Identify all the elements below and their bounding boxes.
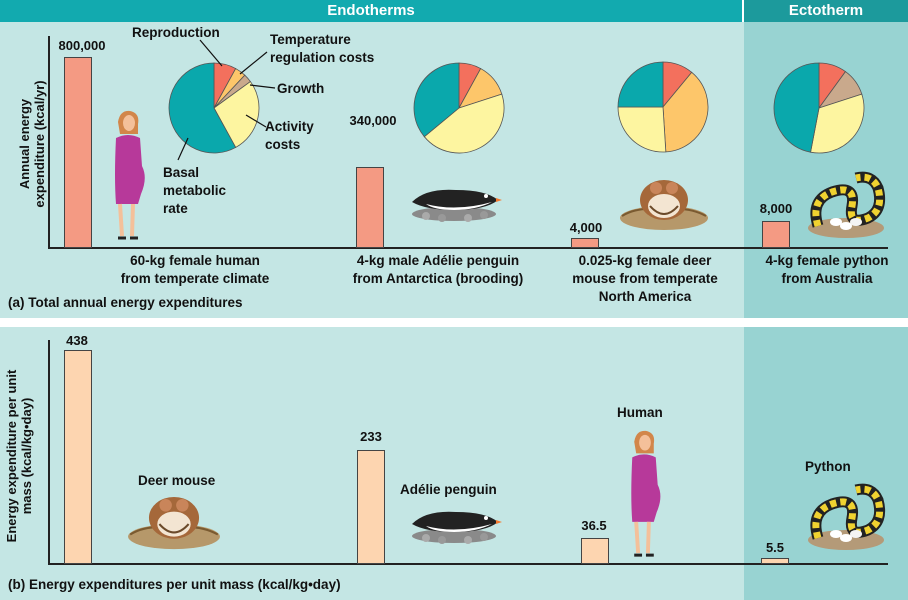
legend-temperature-regulation: Temperature regulation costs — [270, 32, 375, 65]
category-label-human: 60-kg female human from temperate climate — [120, 253, 270, 286]
panel-separator — [0, 318, 908, 327]
human-illustration-b — [631, 430, 661, 557]
category-label-penguin: 4-kg male Adélie penguin from Antarctica … — [352, 253, 524, 286]
pie-slice-deer-mouse-basal-metabolic-rate — [617, 61, 664, 108]
value-label-python: 8,000 — [759, 201, 793, 216]
deer-mouse-illustration-a — [620, 180, 708, 230]
bar-python-b — [761, 558, 789, 564]
panel-a-x-axis — [48, 247, 888, 249]
panel-b-y-axis-label: Energy expenditure per unit mass (kcal/kg… — [4, 369, 34, 543]
legend-reproduction: Reproduction — [132, 25, 220, 40]
bar-deer-mouse — [571, 238, 599, 248]
category-label-mouse: 0.025-kg female deer mouse from temperate… — [572, 253, 718, 304]
legend-activity: Activity costs — [265, 119, 314, 152]
endotherms-header: Endotherms — [0, 0, 742, 22]
pie-slice-human-basal-metabolic-rate — [168, 62, 237, 154]
value-label-python-b: 5.5 — [765, 540, 785, 555]
value-label-human-b: 36.5 — [581, 518, 607, 533]
python-illustration-a — [808, 171, 886, 238]
value-label-deer-mouse-b: 438 — [66, 333, 88, 348]
pie-slice-python-activity-costs — [810, 93, 865, 154]
animal-label-human: Human — [617, 405, 663, 420]
pie-slice-python-basal-metabolic-rate — [773, 62, 820, 153]
legend-growth: Growth — [277, 81, 325, 96]
value-label-human: 800,000 — [58, 38, 106, 53]
pie-slice-deer-mouse-activity-costs — [617, 106, 667, 153]
panel-b-ectotherm-background — [744, 327, 908, 600]
panel-a-caption: (a) Total annual energy expenditures — [8, 295, 243, 310]
legend-leader-lines — [177, 39, 276, 161]
penguin-illustration-b — [412, 511, 502, 544]
bar-penguin-b — [357, 450, 385, 564]
value-label-penguin-b: 233 — [360, 429, 382, 444]
animal-label-deer-mouse: Deer mouse — [138, 473, 216, 488]
panel-b-caption: (b) Energy expenditures per unit mass (k… — [8, 577, 341, 592]
bar-human — [64, 57, 92, 248]
category-label-python: 4-kg female python from Australia — [765, 253, 889, 286]
panel-b-y-axis — [48, 340, 50, 565]
value-label-mouse: 4,000 — [569, 220, 603, 235]
legend-basal-metabolic-rate: Basal metabolic rate — [163, 165, 227, 216]
value-label-penguin: 340,000 — [349, 113, 397, 128]
penguin-illustration — [412, 189, 502, 222]
panel-a-y-axis — [48, 36, 50, 249]
bar-human-b — [581, 538, 609, 564]
bar-penguin — [356, 166, 384, 248]
deer-mouse-illustration-b — [128, 496, 220, 550]
animal-label-python: Python — [805, 459, 851, 474]
pie-slice-human-activity-costs — [213, 80, 260, 148]
pie-charts — [168, 61, 865, 154]
pie-slice-penguin-basal-metabolic-rate — [413, 62, 460, 138]
panel-b-x-axis — [48, 563, 888, 565]
pie-slice-deer-mouse-temperature-regulation-costs — [662, 71, 709, 153]
python-illustration-b — [808, 483, 886, 550]
ectotherm-header: Ectotherm — [744, 0, 908, 22]
bar-deer-mouse-b — [64, 350, 92, 564]
human-illustration — [115, 110, 145, 240]
animal-label-penguin: Adélie penguin — [400, 482, 497, 497]
pie-slice-penguin-activity-costs — [423, 93, 505, 154]
bar-python — [762, 221, 790, 248]
